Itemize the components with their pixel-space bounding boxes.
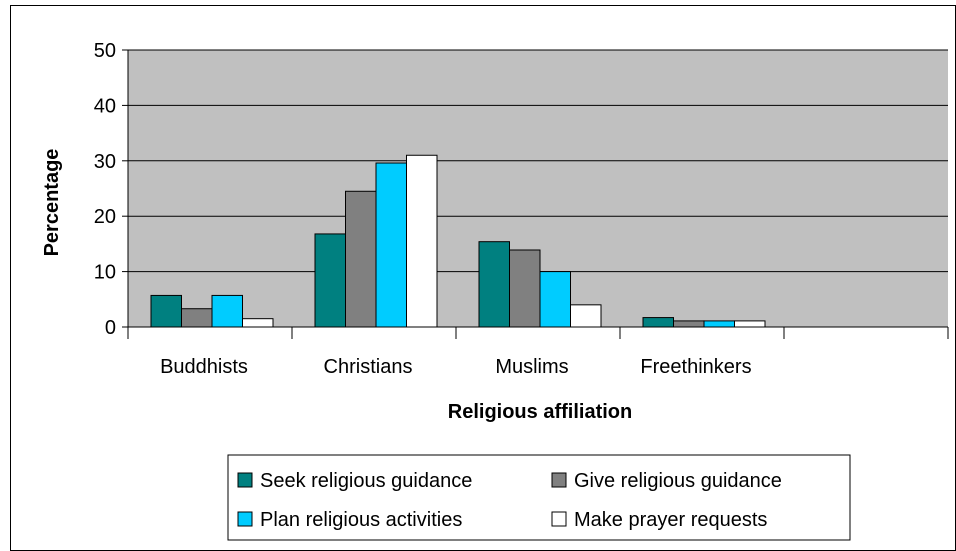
legend-swatch — [237, 511, 253, 527]
legend-box — [227, 454, 851, 541]
bar — [345, 190, 377, 328]
legend: Seek religious guidance Give religious gu… — [227, 454, 851, 541]
bar — [642, 317, 674, 328]
x-tick-label: Buddhists — [160, 356, 248, 378]
y-tick-label: 50 — [94, 40, 116, 62]
y-tick-label: 0 — [105, 317, 116, 339]
bar — [181, 308, 213, 328]
gridlines — [128, 49, 948, 273]
bar — [703, 320, 735, 328]
y-axis-title: Percentage — [41, 149, 63, 257]
bar — [734, 320, 766, 328]
bar — [406, 154, 438, 328]
bar — [570, 304, 602, 328]
y-tick-label: 10 — [94, 262, 116, 284]
bar — [150, 294, 182, 328]
legend-label: Give religious guidance — [574, 470, 782, 492]
bar — [539, 271, 571, 328]
bar — [375, 162, 407, 328]
legend-swatch — [551, 472, 567, 488]
legend-label: Plan religious activities — [260, 509, 462, 531]
x-tick-label: Freethinkers — [640, 356, 751, 378]
bar — [673, 320, 705, 328]
legend-swatch — [237, 472, 253, 488]
y-tick-labels: 0 10 20 30 40 50 — [94, 40, 116, 339]
y-tick-label: 40 — [94, 95, 116, 117]
legend-label: Seek religious guidance — [260, 470, 472, 492]
bar — [211, 294, 243, 328]
x-tick-label: Muslims — [495, 356, 568, 378]
bar — [242, 318, 274, 328]
y-tick-label: 30 — [94, 151, 116, 173]
bar — [509, 249, 541, 328]
axes — [122, 49, 949, 339]
x-tick-labels: Buddhists Christians Muslims Freethinkers — [160, 356, 752, 378]
bars — [150, 154, 766, 328]
bar — [478, 241, 510, 328]
y-tick-label: 20 — [94, 206, 116, 228]
legend-swatch — [551, 511, 567, 527]
legend-label: Make prayer requests — [574, 509, 767, 531]
x-tick-label: Christians — [324, 356, 413, 378]
x-axis-title: Religious affiliation — [448, 401, 632, 423]
bar — [314, 233, 346, 328]
